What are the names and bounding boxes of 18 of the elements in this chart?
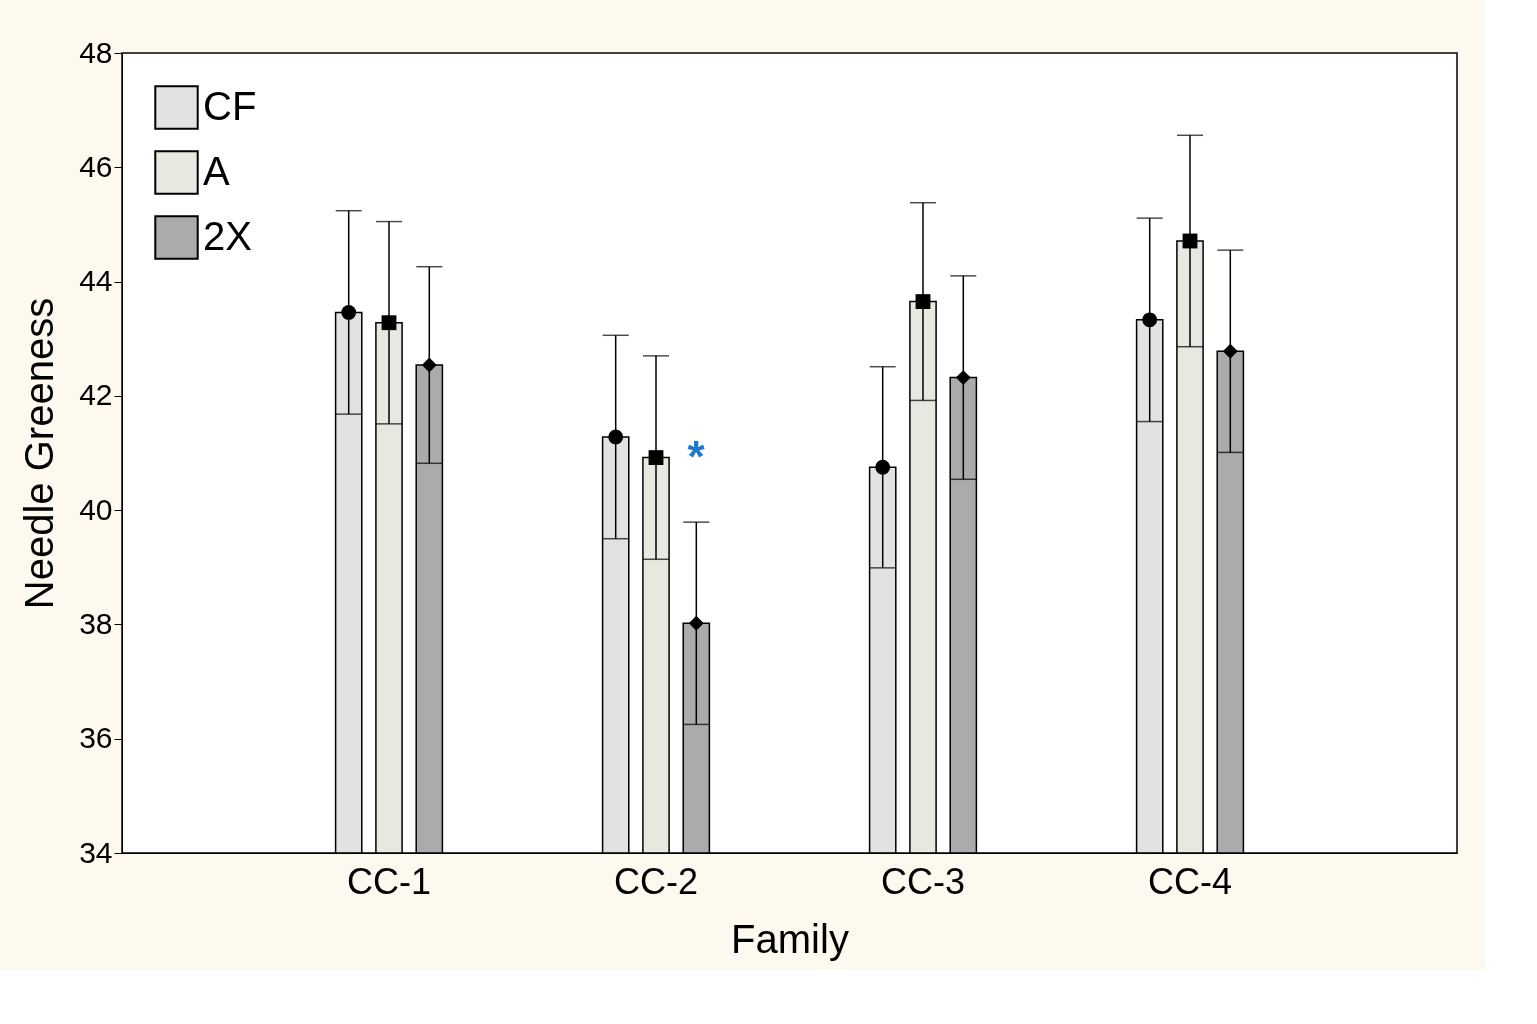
- y-tick-label: 34: [79, 835, 113, 869]
- legend-label: 2X: [203, 213, 252, 258]
- x-axis-title: Family: [731, 916, 849, 961]
- y-tick-label: 46: [79, 149, 113, 183]
- y-tick-label: 48: [79, 35, 113, 69]
- legend-label: CF: [203, 83, 257, 128]
- y-tick-label: 36: [79, 721, 113, 755]
- y-tick-label: 44: [79, 264, 113, 298]
- y-tick-label: 38: [79, 606, 113, 640]
- legend-label: A: [203, 148, 230, 193]
- x-tick-label: CC-3: [880, 860, 966, 902]
- x-tick-label: CC-4: [1147, 860, 1233, 902]
- y-tick-label: 40: [79, 492, 113, 526]
- x-tick-label: CC-2: [613, 860, 699, 902]
- y-axis-title: Needle Greeness: [17, 297, 62, 610]
- x-tick-label: CC-1: [346, 860, 432, 902]
- annotation: *: [687, 431, 706, 481]
- y-tick-label: 42: [79, 378, 113, 412]
